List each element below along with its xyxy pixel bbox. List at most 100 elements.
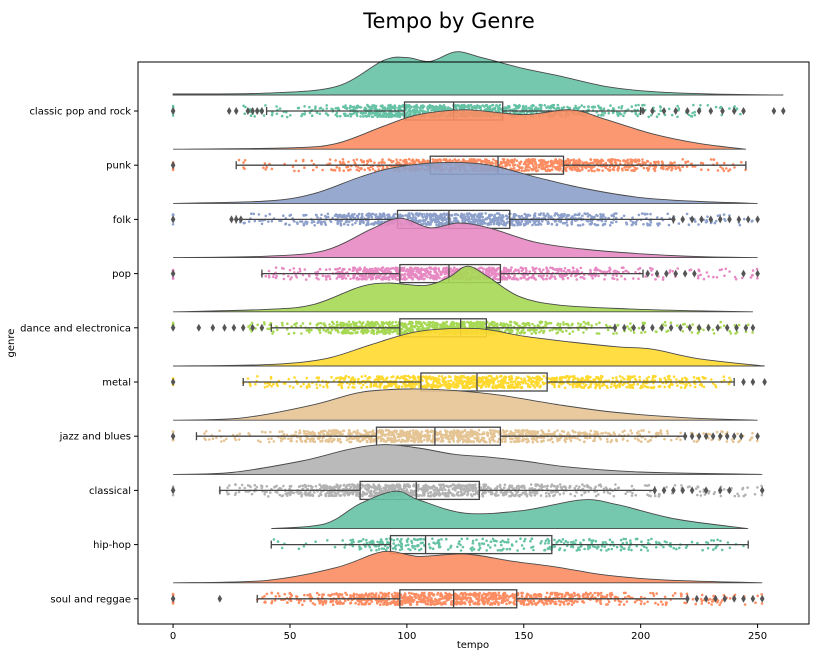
data-point (316, 270, 320, 274)
data-point (349, 115, 353, 118)
data-point (487, 106, 491, 109)
data-point (539, 103, 543, 107)
data-point (661, 162, 664, 166)
data-point (303, 213, 307, 217)
data-point (540, 329, 543, 332)
data-point (622, 266, 625, 270)
data-point (513, 274, 516, 278)
data-point (359, 111, 363, 115)
data-point (474, 160, 477, 163)
data-point (532, 274, 535, 278)
data-point (667, 107, 671, 111)
data-point (558, 165, 562, 168)
data-point (374, 275, 378, 279)
data-point (456, 219, 460, 223)
data-point (631, 216, 634, 219)
data-point (339, 215, 343, 218)
data-point (643, 213, 647, 216)
data-point (484, 268, 487, 272)
data-point (525, 216, 528, 219)
data-point (581, 223, 585, 226)
data-point (539, 161, 543, 165)
data-point (574, 104, 577, 108)
data-point (328, 268, 332, 271)
data-point (603, 111, 607, 115)
data-point (371, 104, 374, 107)
data-point (264, 275, 268, 278)
data-point (352, 105, 356, 109)
data-point (484, 222, 487, 225)
data-point (488, 161, 491, 165)
data-point (171, 277, 175, 280)
data-point (637, 277, 640, 281)
data-point (250, 321, 254, 325)
data-point (702, 277, 706, 281)
data-point (663, 320, 667, 324)
data-point (513, 158, 516, 161)
data-point (438, 270, 441, 273)
data-point (632, 169, 635, 172)
data-point (399, 105, 403, 109)
data-point (559, 163, 563, 166)
data-point (257, 213, 261, 216)
data-point (374, 213, 377, 217)
data-point (365, 115, 369, 118)
data-point (338, 275, 341, 279)
data-point (557, 268, 561, 271)
data-point (471, 158, 475, 161)
data-point (579, 266, 583, 270)
data-point (497, 107, 500, 111)
data-point (495, 273, 498, 276)
data-point (517, 214, 521, 218)
data-point (465, 105, 469, 109)
data-point (435, 214, 438, 218)
data-point (401, 160, 405, 163)
data-point (300, 332, 303, 335)
data-point (392, 160, 395, 163)
data-point (274, 276, 278, 280)
data-point (635, 167, 639, 170)
data-point (650, 273, 654, 277)
data-point (687, 113, 691, 117)
data-point (300, 220, 304, 223)
data-point (403, 325, 407, 329)
outlier-marker (245, 107, 251, 115)
data-point (376, 115, 379, 119)
data-point (630, 223, 634, 227)
data-point (431, 105, 435, 108)
data-point (654, 330, 658, 333)
data-point (556, 103, 560, 107)
data-point (444, 218, 447, 221)
data-point (662, 167, 665, 171)
data-point (334, 159, 337, 162)
data-point (485, 108, 489, 111)
data-point (544, 163, 547, 166)
data-point (466, 213, 469, 216)
data-point (568, 106, 572, 110)
data-point (421, 105, 425, 109)
data-point (560, 269, 563, 273)
data-point (562, 269, 566, 273)
data-point (262, 321, 266, 324)
data-point (531, 103, 535, 107)
data-point (563, 274, 567, 278)
data-point (716, 214, 720, 218)
data-point (434, 220, 437, 224)
data-point (334, 113, 338, 117)
data-point (287, 274, 290, 278)
data-point (405, 111, 409, 114)
data-point (430, 325, 433, 328)
data-point (410, 273, 413, 277)
data-point (243, 221, 246, 225)
data-point (380, 266, 384, 270)
data-point (657, 161, 660, 165)
data-point (617, 166, 620, 170)
data-point (740, 276, 744, 280)
data-point (611, 274, 615, 277)
data-point (369, 112, 372, 116)
data-point (691, 111, 694, 115)
data-point (487, 267, 491, 270)
data-point (714, 219, 718, 223)
data-point (548, 276, 551, 280)
data-point (353, 212, 356, 216)
